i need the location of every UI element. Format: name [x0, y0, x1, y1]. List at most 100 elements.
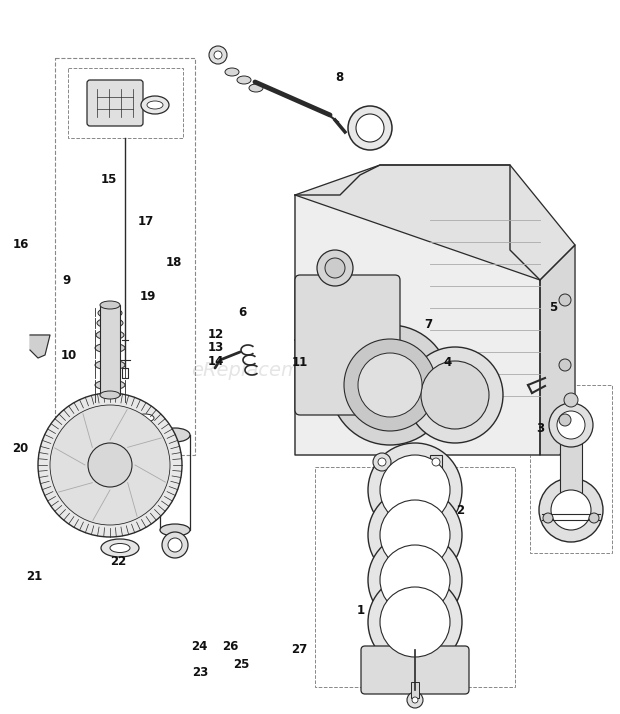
Ellipse shape [101, 539, 139, 557]
Text: 11: 11 [291, 356, 308, 369]
Ellipse shape [97, 318, 123, 328]
Text: 25: 25 [233, 658, 249, 670]
Bar [411, 682, 419, 698]
Circle shape [330, 325, 450, 445]
Circle shape [421, 361, 489, 429]
Circle shape [368, 575, 462, 669]
Text: 26: 26 [222, 640, 238, 653]
Circle shape [368, 533, 462, 627]
Circle shape [344, 339, 436, 431]
Circle shape [380, 500, 450, 570]
Circle shape [407, 347, 503, 443]
Text: 3: 3 [536, 422, 544, 435]
Text: 4: 4 [443, 356, 451, 369]
Bar [55, 58, 195, 455]
Text: 20: 20 [12, 442, 29, 455]
Circle shape [412, 697, 418, 703]
FancyBboxPatch shape [295, 275, 400, 415]
Ellipse shape [141, 96, 169, 114]
Circle shape [50, 405, 170, 525]
Text: 21: 21 [26, 570, 42, 583]
Text: eReplacementParts.com: eReplacementParts.com [191, 361, 429, 380]
Polygon shape [540, 245, 575, 455]
Circle shape [88, 443, 132, 487]
Text: 13: 13 [208, 341, 224, 354]
Ellipse shape [129, 410, 161, 426]
Circle shape [368, 488, 462, 582]
Circle shape [380, 545, 450, 615]
Text: 1: 1 [356, 604, 365, 617]
Circle shape [564, 393, 578, 407]
Bar [560, 440, 582, 510]
Ellipse shape [225, 68, 239, 76]
Text: 8: 8 [335, 71, 343, 84]
Text: 14: 14 [208, 356, 224, 368]
Bar [430, 455, 442, 469]
Bar [315, 467, 515, 687]
Text: 10: 10 [61, 349, 77, 362]
Circle shape [380, 587, 450, 657]
Ellipse shape [100, 301, 120, 309]
Text: 18: 18 [166, 256, 182, 268]
Ellipse shape [160, 524, 190, 536]
Text: 2: 2 [456, 504, 464, 517]
Text: 24: 24 [191, 640, 207, 653]
Bar [100, 305, 120, 395]
Circle shape [317, 250, 353, 286]
Text: 16: 16 [12, 238, 29, 251]
Text: 19: 19 [140, 290, 156, 303]
Circle shape [162, 532, 188, 558]
Circle shape [407, 692, 423, 708]
Polygon shape [295, 165, 540, 455]
Bar [530, 385, 612, 553]
Circle shape [358, 353, 422, 417]
Ellipse shape [147, 101, 163, 109]
Circle shape [559, 359, 571, 371]
Circle shape [348, 106, 392, 150]
Circle shape [551, 490, 591, 530]
Ellipse shape [95, 343, 125, 353]
Text: 6: 6 [239, 306, 247, 318]
Text: 9: 9 [62, 274, 70, 287]
Text: 27: 27 [291, 643, 308, 656]
Polygon shape [30, 335, 50, 358]
Text: 5: 5 [549, 301, 557, 313]
Ellipse shape [160, 428, 190, 442]
Circle shape [432, 458, 440, 466]
Text: 17: 17 [138, 215, 154, 228]
Circle shape [356, 114, 384, 142]
Circle shape [214, 51, 222, 59]
Circle shape [559, 294, 571, 306]
Text: 15: 15 [100, 174, 117, 186]
Ellipse shape [95, 380, 125, 390]
Circle shape [380, 455, 450, 525]
Ellipse shape [249, 84, 263, 92]
Ellipse shape [96, 330, 124, 340]
Circle shape [589, 513, 599, 523]
Circle shape [168, 538, 182, 552]
Ellipse shape [136, 414, 154, 422]
Circle shape [549, 403, 593, 447]
Text: 22: 22 [110, 555, 126, 568]
FancyBboxPatch shape [361, 646, 469, 694]
Circle shape [559, 414, 571, 426]
Circle shape [368, 443, 462, 537]
Ellipse shape [98, 308, 122, 318]
Ellipse shape [110, 543, 130, 553]
Ellipse shape [237, 76, 251, 84]
Ellipse shape [100, 391, 120, 399]
Circle shape [209, 46, 227, 64]
Text: 7: 7 [425, 318, 433, 331]
FancyBboxPatch shape [87, 80, 143, 126]
Circle shape [557, 411, 585, 439]
Circle shape [539, 478, 603, 542]
Text: 23: 23 [192, 666, 208, 679]
Circle shape [38, 393, 182, 537]
Circle shape [378, 458, 386, 466]
Ellipse shape [95, 360, 125, 370]
Circle shape [543, 513, 553, 523]
Polygon shape [295, 165, 575, 280]
Circle shape [373, 453, 391, 471]
Bar [68, 68, 183, 138]
Text: 12: 12 [208, 328, 224, 341]
